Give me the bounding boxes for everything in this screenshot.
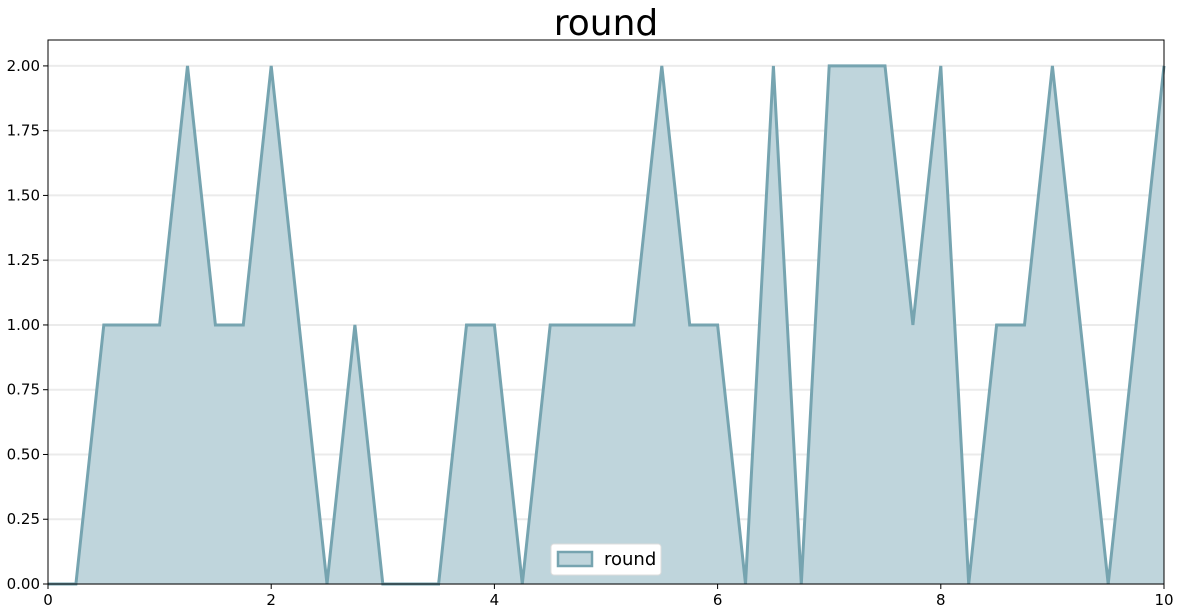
series-area-round (48, 65, 1164, 584)
chart-title: round (554, 3, 659, 44)
x-tick-label-5: 10 (1154, 591, 1173, 609)
x-tick-label-1: 2 (266, 591, 276, 609)
y-tick-label-4: 1.00 (7, 316, 40, 334)
series-line-round (48, 64, 1166, 586)
x-tick-label-4: 8 (936, 591, 946, 609)
plot-frame (47, 39, 1165, 585)
y-tick-label-1: 0.25 (7, 510, 40, 528)
legend-swatch (556, 550, 594, 568)
y-tick-label-0: 0.00 (7, 575, 40, 593)
x-axis: 0 2 4 6 8 10 (43, 584, 1174, 609)
x-tick-label-0: 0 (43, 591, 53, 609)
y-tick-label-8: 2.00 (7, 57, 40, 75)
series-layer (48, 64, 1166, 586)
y-tick-label-6: 1.50 (7, 186, 40, 204)
y-tick-label-2: 0.50 (7, 445, 40, 463)
legend-label: round (604, 549, 656, 570)
y-tick-label-5: 1.25 (7, 251, 40, 269)
x-tick-label-2: 4 (490, 591, 500, 609)
y-tick-label-7: 1.75 (7, 122, 40, 140)
legend: round (550, 543, 662, 576)
x-tick-label-3: 6 (713, 591, 723, 609)
y-axis: 0.00 0.25 0.50 0.75 1.00 1.25 1.50 1.75 2.00 (7, 57, 48, 593)
y-tick-label-3: 0.75 (7, 381, 40, 399)
